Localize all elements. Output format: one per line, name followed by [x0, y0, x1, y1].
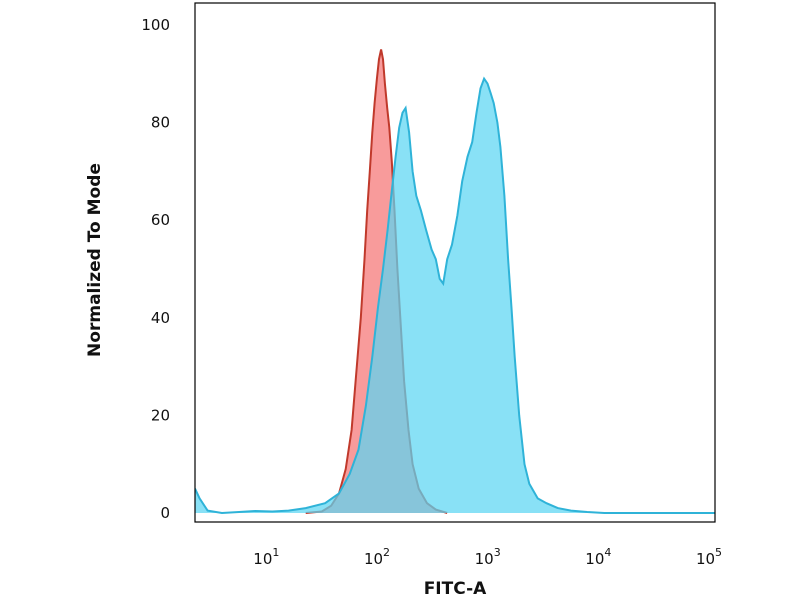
- series-2-line: [195, 76, 715, 515]
- x-tick-label: 101: [253, 546, 279, 568]
- series-1-area: [305, 49, 448, 514]
- y-tick-label: 20: [151, 406, 170, 424]
- x-tick-label: 105: [696, 546, 722, 568]
- y-tick-label: 80: [151, 114, 170, 132]
- plot-frame: [194, 2, 716, 523]
- x-tick-label: 104: [585, 546, 611, 568]
- x-axis-ticks: 101 102 103 104 105: [253, 546, 722, 568]
- y-axis-title: Normalized To Mode: [85, 163, 105, 357]
- y-tick-label: 60: [151, 211, 170, 229]
- plot-area: [195, 49, 715, 515]
- x-tick-label: 102: [364, 546, 390, 568]
- x-axis-title: FITC-A: [424, 579, 487, 599]
- series-2-area: [195, 78, 715, 513]
- y-tick-label: 40: [151, 309, 170, 327]
- x-tick-label: 103: [475, 546, 501, 568]
- y-tick-label: 0: [160, 504, 170, 522]
- y-axis-ticks: 0 20 40 60 80 100: [141, 16, 170, 522]
- y-tick-label: 100: [141, 16, 170, 34]
